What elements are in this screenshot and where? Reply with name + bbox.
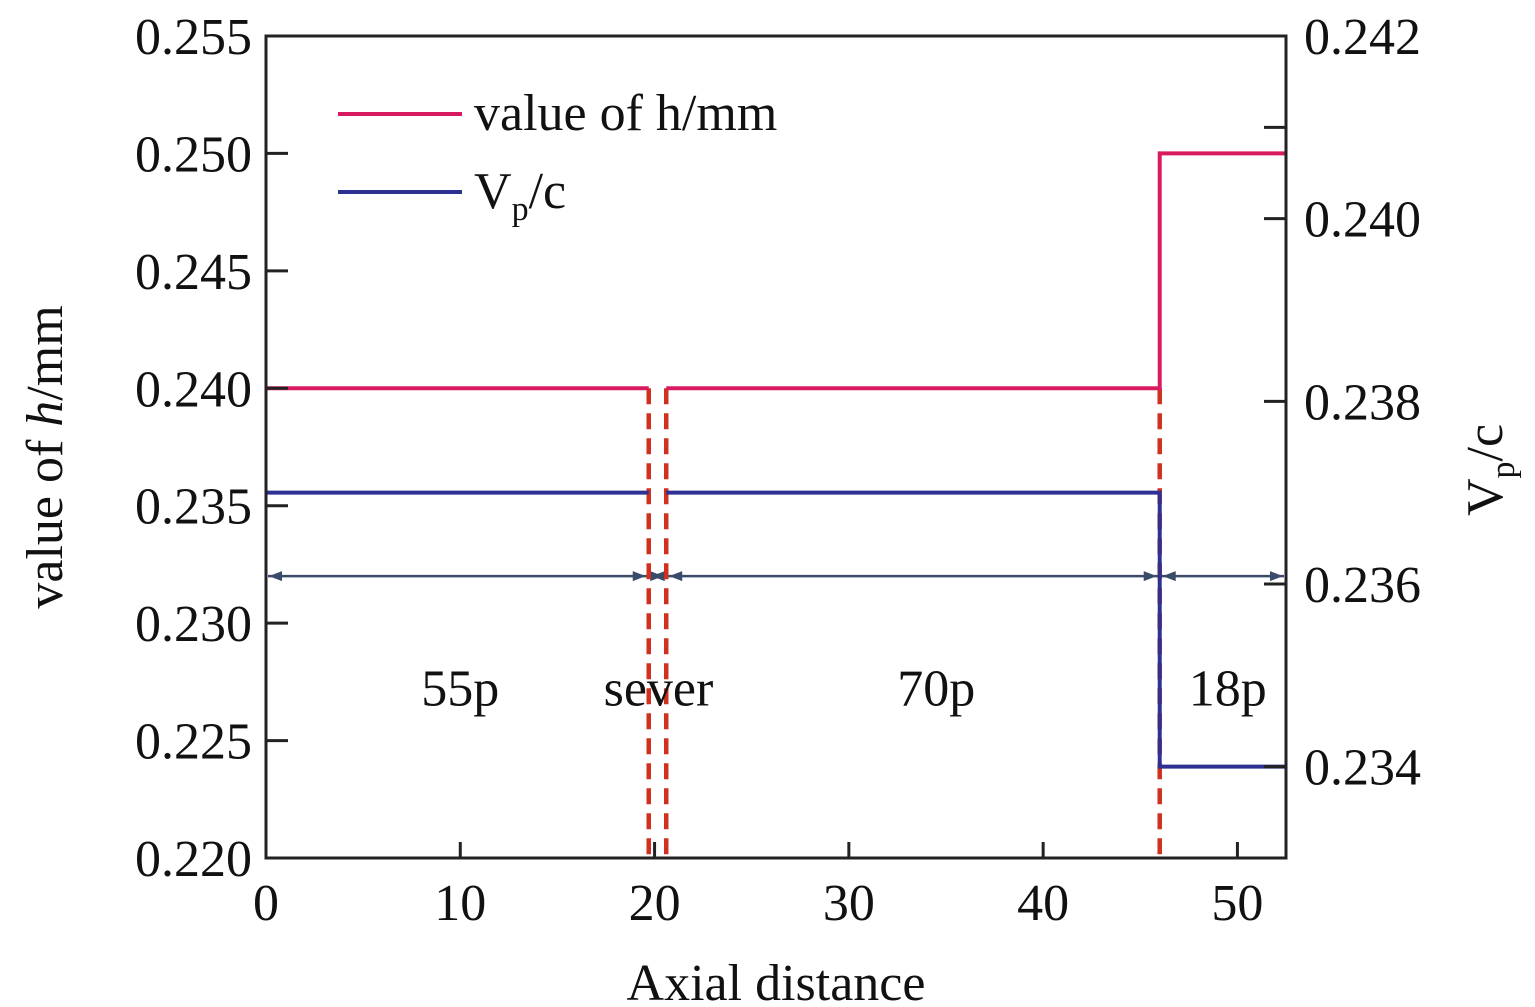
series-line [666,151,1286,391]
y-right-tick-label: 0.240 [1304,192,1421,249]
y-right-tick-label: 0.242 [1304,9,1421,66]
dimension-arrowhead-left [1162,571,1176,582]
y-left-title-italic: h [17,401,74,427]
y-left-axis-title: value of h/mm [17,305,74,608]
segment-label: 18p [1189,660,1267,717]
y-left-tick-label: 0.225 [135,714,252,771]
legend-label: value of h/mm [474,85,777,142]
plot-frame [264,34,1288,860]
x-tick-label: 10 [434,875,486,932]
x-tick-label: 40 [1017,875,1069,932]
y-left-tick-label: 0.220 [135,831,252,888]
series-line [666,490,1286,769]
y-right-tick-label: 0.236 [1304,557,1421,614]
x-axis-title: Axial distance [627,955,926,1007]
legend-label: Vp/c [474,163,566,228]
dimension-arrowhead-right [1270,571,1283,582]
dashed-separators [646,388,1162,858]
y-right-tick-label: 0.234 [1304,740,1421,797]
segment-label: 55p [421,660,499,717]
dimension-arrowhead-right [632,571,646,582]
y-left-tick-label: 0.240 [135,361,252,418]
dimension-arrowhead-right [1143,571,1157,582]
segment-label: 70p [897,660,975,717]
segment-labels: 55p sever 70p 18p [421,660,1266,717]
legend: value of h/mm Vp/c [338,85,777,228]
dimension-arrows [268,571,1284,582]
axis-ticks: 0 10 20 30 40 50 0.220 0.225 0.230 0.235 0.240 0.24… [135,9,1421,932]
y-left-title-suffix: /mm [17,305,74,400]
dimension-arrowhead-left [669,571,683,582]
x-tick-label: 0 [253,875,279,932]
y-left-tick-label: 0.255 [135,9,252,66]
x-tick-label: 30 [823,875,875,932]
segment-label: sever [604,660,714,717]
y-right-tick-label: 0.238 [1304,374,1421,431]
x-tick-label: 50 [1211,875,1263,932]
y-left-tick-label: 0.230 [135,596,252,653]
y-left-tick-label: 0.250 [135,126,252,183]
y-left-title-prefix: value of [17,427,74,609]
dimension-arrowhead-right [650,571,664,582]
y-left-tick-label: 0.245 [135,244,252,301]
y-right-title-tail: /c [1457,424,1514,462]
y-right-axis-title: Vp/c [1457,424,1522,516]
y-right-title-main: V [1457,478,1514,516]
y-right-title-sub: p [1485,461,1522,478]
y-left-tick-label: 0.235 [135,479,252,536]
dimension-arrowhead-left [269,571,282,582]
x-tick-label: 20 [629,875,681,932]
series-lines [266,151,1286,769]
